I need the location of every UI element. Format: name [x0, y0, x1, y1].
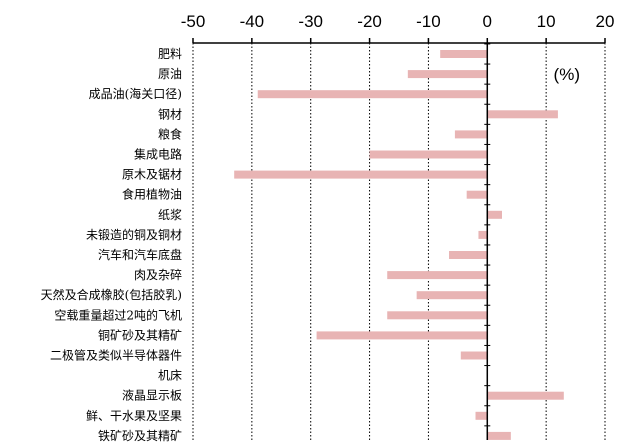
bar [466, 190, 488, 199]
bar [407, 70, 488, 79]
category-label: 集成电路 [134, 147, 182, 162]
bar [369, 150, 488, 159]
x-tick-label: -30 [298, 12, 323, 31]
unit-label: (%) [554, 65, 580, 84]
grid-lines [192, 43, 606, 440]
bar [257, 90, 488, 99]
category-label: 成品油(海关口径) [89, 86, 182, 101]
x-tick-labels: -50 -40 -30 -20 -10 0 10 20 [181, 12, 615, 31]
x-tick-label: -50 [181, 12, 206, 31]
bar [487, 210, 502, 219]
bar [475, 411, 488, 420]
x-tick-label: -20 [357, 12, 382, 31]
bar [454, 130, 488, 139]
bar [387, 311, 488, 320]
x-tick-label: 10 [537, 12, 556, 31]
category-label: 原木及锯材 [122, 167, 182, 182]
bar [440, 50, 488, 58]
category-label: 鲜、干水果及坚果 [86, 409, 182, 423]
bar [316, 331, 488, 340]
x-tick-label: -10 [416, 12, 441, 31]
category-label: 粮食 [158, 126, 182, 141]
category-label: 未锻造的铜及铜材 [86, 227, 182, 242]
bar [487, 391, 564, 400]
bar [478, 230, 488, 239]
bar [416, 291, 488, 300]
category-label: 二极管及类似半导体器件 [50, 348, 182, 363]
category-label: 原油 [158, 67, 182, 81]
bars [234, 50, 564, 440]
category-label: 钢材 [158, 107, 182, 121]
category-label: 肉及杂碎 [134, 267, 182, 282]
category-label: 天然及合成橡胶(包括胶乳) [41, 287, 182, 302]
category-label: 汽车和汽车底盘 [98, 247, 182, 262]
bar [487, 431, 511, 440]
category-label: 纸浆 [158, 207, 182, 222]
category-label: 铜矿砂及其精矿 [98, 327, 182, 342]
x-tick-label: -40 [240, 12, 265, 31]
category-label: 液晶显示板 [122, 388, 182, 403]
bar [387, 271, 488, 280]
bar [460, 351, 488, 360]
x-tick-label: 20 [596, 12, 615, 31]
category-label: 机床 [158, 369, 182, 383]
bar [234, 170, 488, 179]
category-label: 空载重量超过2吨的飞机 [54, 307, 182, 322]
category-label: 肥料 [158, 47, 182, 61]
bar [487, 110, 558, 119]
axes [192, 38, 606, 440]
category-label: 铁矿砂及其精矿 [98, 429, 182, 443]
category-label: 食用植物油 [122, 187, 182, 202]
x-tick-label: 0 [483, 12, 492, 31]
bar [449, 251, 488, 259]
